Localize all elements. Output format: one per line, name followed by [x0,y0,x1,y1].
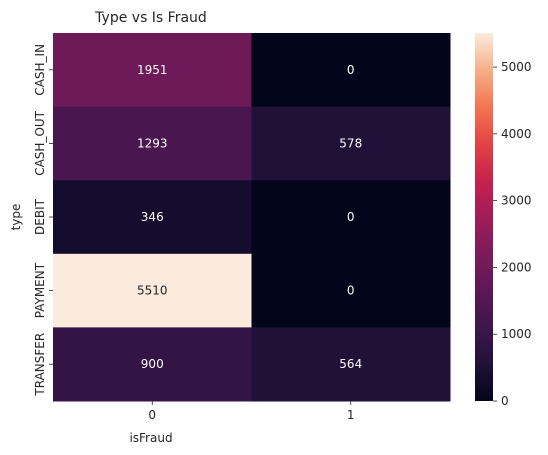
heatmap-cell [53,327,252,402]
cell-value-label: 0 [347,63,355,77]
heatmap-cell [251,33,451,108]
cell-value-label: 900 [141,357,164,371]
x-tick-label: 0 [148,408,156,422]
cell-value-label: 1951 [137,63,168,77]
colorbar-tick-label: 3000 [501,194,532,208]
cell-value-label: 1293 [137,136,168,150]
heatmap-cell [251,106,451,181]
cell-value-label: 346 [141,210,164,224]
y-axis-label: type [9,204,23,231]
colorbar: 0 1000 2000 3000 4000 5000 [475,33,532,408]
heatmap-cell [251,253,451,328]
cell-value-label: 578 [339,136,362,150]
chart-title: Type vs Is Fraud [94,10,207,26]
cell-value-label: 564 [339,357,362,371]
x-axis-label: isFraud [129,431,172,445]
y-tick-label: DEBIT [33,198,47,235]
cell-value-label: 0 [347,210,355,224]
cell-value-label: 5510 [137,284,168,298]
heatmap-cell [251,327,451,402]
y-tick-label: PAYMENT [33,262,47,318]
x-tick-label: 1 [347,408,355,422]
cell-value-label: 0 [347,284,355,298]
colorbar-tick-label: 5000 [501,60,532,74]
heatmap-cell [251,180,451,255]
y-tick-label: CASH_IN [33,44,47,96]
colorbar-tick-label: 0 [501,394,509,408]
colorbar-tick-label: 1000 [501,327,532,341]
colorbar-tick-label: 2000 [501,260,532,274]
y-tick-label: CASH_OUT [33,110,47,175]
y-tick-label: TRANSFER [33,333,47,397]
y-axis: CASH_IN CASH_OUT DEBIT PAYMENT TRANSFER [33,44,53,397]
colorbar-tick-label: 4000 [501,127,532,141]
heatmap-cells: 1951 0 1293 578 346 0 5510 0 900 564 [53,33,451,402]
heatmap-cell [53,180,252,255]
colorbar-gradient [475,33,493,401]
heatmap-cell [53,33,252,108]
heatmap-cell [53,253,252,328]
heatmap-cell [53,106,252,181]
